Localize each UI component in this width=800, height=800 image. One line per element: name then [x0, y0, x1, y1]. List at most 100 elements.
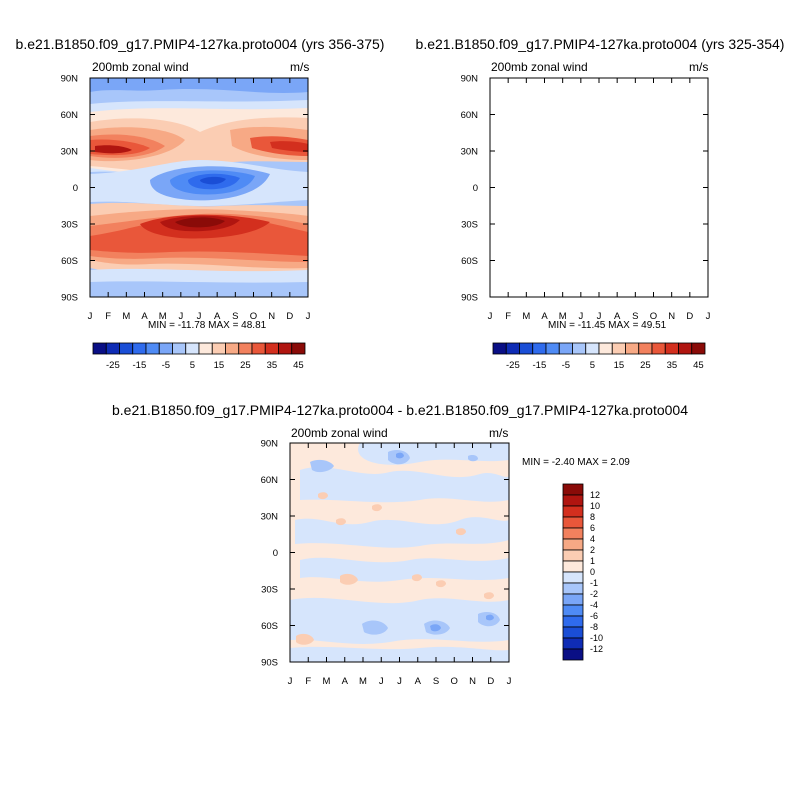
- colorbar-label: -4: [590, 600, 598, 610]
- panel1-title: b.e21.B1850.f09_g17.PMIP4-127ka.proto004…: [15, 36, 385, 52]
- panel2-x-tick-label: F: [505, 311, 511, 322]
- panel1-y-tick-label: 30S: [61, 220, 78, 231]
- colorbar-box: [264, 342, 279, 355]
- colorbar-box: [562, 549, 584, 562]
- panel3-x-tick-label: N: [469, 676, 476, 687]
- panel1-colorbar-boxes: [92, 342, 306, 355]
- colorbar-box: [691, 342, 706, 355]
- panel2-title: b.e21.B1850.f09_g17.PMIP4-127ka.proto004…: [415, 36, 785, 52]
- panel3-x-tick-label: J: [379, 676, 384, 687]
- colorbar-label: 45: [693, 360, 704, 371]
- colorbar-label: -6: [590, 611, 598, 621]
- colorbar-label: 15: [214, 360, 225, 371]
- panel2-y-tick-label: 60N: [461, 110, 479, 121]
- colorbar-label: 15: [614, 360, 625, 371]
- colorbar-box: [545, 342, 560, 355]
- colorbar-box: [562, 637, 584, 650]
- colorbar-label: -1: [590, 578, 598, 588]
- panel2-min-max: MIN = -11.45 MAX = 49.51: [548, 320, 667, 331]
- panel3-x-tick-label: J: [507, 676, 512, 687]
- colorbar-box: [92, 342, 107, 355]
- panel3-y-tick-label: 0: [273, 548, 278, 559]
- panel3-colorbar-boxes: [562, 483, 584, 661]
- panel1-x-tick-label: N: [268, 311, 275, 322]
- colorbar-box: [172, 342, 187, 355]
- panel2-y-tick-label: 90S: [461, 293, 478, 304]
- panel1-x-tick-label: D: [286, 311, 293, 322]
- colorbar-label: -2: [590, 589, 598, 599]
- panel2-y-tick-label: 0: [473, 183, 478, 194]
- colorbar-box: [532, 342, 547, 355]
- colorbar-label: -25: [506, 360, 520, 371]
- panel1-contour-field: [90, 78, 308, 297]
- colorbar-label: -25: [106, 360, 120, 371]
- panel2-y-tick-label: 60S: [461, 256, 478, 267]
- panel3-x-tick-label: J: [397, 676, 402, 687]
- panel1-colorbar-labels: -25 -15 -5 5 15 25 35 45: [106, 360, 304, 371]
- colorbar-label: 6: [590, 523, 595, 533]
- colorbar-label: 5: [590, 360, 595, 371]
- colorbar-label: 2: [590, 545, 595, 555]
- colorbar-box: [251, 342, 266, 355]
- colorbar-label: 4: [590, 534, 595, 544]
- colorbar-label: -12: [590, 644, 603, 654]
- colorbar-label: 25: [640, 360, 651, 371]
- panel2-x-tick-label: D: [686, 311, 693, 322]
- panel2-variable-label: 200mb zonal wind: [491, 60, 588, 74]
- panel1-x-tick-label: J: [306, 311, 311, 322]
- panel3-contour-field: [290, 443, 509, 662]
- colorbar-box: [211, 342, 226, 355]
- colorbar-box: [562, 582, 584, 595]
- colorbar-box: [638, 342, 653, 355]
- colorbar-label: 35: [667, 360, 678, 371]
- panel3-x-tick-label: A: [415, 676, 422, 687]
- panel2-colorbar-labels: -25 -15 -5 5 15 25 35 45: [506, 360, 704, 371]
- colorbar-box: [625, 342, 640, 355]
- colorbar-label: -15: [533, 360, 547, 371]
- colorbar-box: [572, 342, 587, 355]
- panel2-units-label: m/s: [689, 60, 709, 74]
- colorbar-label: -15: [133, 360, 147, 371]
- panel1-y-tick-label: 0: [73, 183, 78, 194]
- colorbar-label: 45: [293, 360, 304, 371]
- panel3-x-tick-label: M: [323, 676, 331, 687]
- colorbar-label: 12: [590, 490, 600, 500]
- panel3-y-tick-label: 90S: [261, 658, 278, 669]
- colorbar-box: [562, 483, 584, 496]
- colorbar-box: [132, 342, 147, 355]
- colorbar-box: [562, 527, 584, 540]
- colorbar-label: 10: [590, 501, 600, 511]
- panel1-x-tick-label: M: [122, 311, 130, 322]
- colorbar-box: [562, 538, 584, 551]
- panel3-title: b.e21.B1850.f09_g17.PMIP4-127ka.proto004…: [112, 402, 688, 418]
- panel1-x-tick-label: J: [88, 311, 93, 322]
- panel1-y-tick-label: 60N: [61, 110, 79, 121]
- colorbar-box: [558, 342, 573, 355]
- colorbar-label: 1: [590, 556, 595, 566]
- colorbar-box: [119, 342, 134, 355]
- panel3-x-tick-label: A: [342, 676, 349, 687]
- panel3-x-tick-label: F: [305, 676, 311, 687]
- panel3-y-tick-label: 60N: [261, 475, 279, 486]
- panel1-min-max: MIN = -11.78 MAX = 48.81: [148, 320, 267, 331]
- panel3-x-tick-label: O: [451, 676, 458, 687]
- colorbar-label: -5: [162, 360, 170, 371]
- colorbar-box: [158, 342, 173, 355]
- colorbar-box: [562, 560, 584, 573]
- panel2-x-tick-label: N: [668, 311, 675, 322]
- colorbar-box: [278, 342, 293, 355]
- colorbar-box: [225, 342, 240, 355]
- colorbar-box: [651, 342, 666, 355]
- panel3-y-tick-label: 30S: [261, 585, 278, 596]
- colorbar-label: -10: [590, 633, 603, 643]
- panel3-variable-label: 200mb zonal wind: [291, 426, 388, 440]
- panel2-contour-field: [490, 78, 708, 297]
